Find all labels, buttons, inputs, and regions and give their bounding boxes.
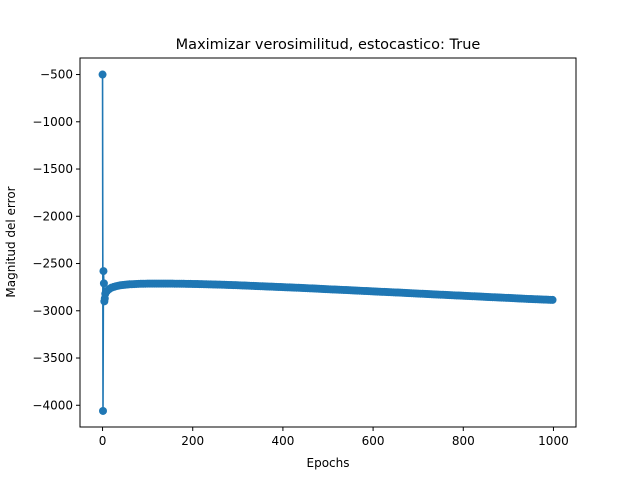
y-tick-label: −2000 (32, 209, 73, 223)
series-layer (98, 70, 557, 415)
x-tick-label: 800 (452, 434, 475, 448)
y-axis: −500 −1000 −1500 −2000 −2500 −3000 −3500 −4000 (32, 68, 80, 412)
y-tick-label: −1500 (32, 162, 73, 176)
chart-title: Maximizar verosimilitud, estocastico: Tr… (176, 37, 481, 53)
y-tick-label: −500 (40, 68, 73, 82)
x-axis: 0 200 400 600 800 1000 (99, 427, 569, 448)
x-axis-label: Epochs (307, 456, 350, 470)
data-point (98, 70, 107, 79)
x-tick-label: 200 (181, 434, 204, 448)
y-tick-label: −4000 (32, 398, 73, 412)
y-axis-label: Magnitud del error (4, 186, 18, 297)
y-tick-label: −3500 (32, 351, 73, 365)
data-point (99, 279, 108, 288)
data-point (99, 267, 108, 276)
x-tick-label: 400 (271, 434, 294, 448)
x-tick-label: 1000 (538, 434, 569, 448)
axes-frame (79, 57, 577, 428)
y-tick-label: −3000 (32, 304, 73, 318)
x-tick-label: 0 (99, 434, 107, 448)
x-tick-label: 600 (362, 434, 385, 448)
data-point (548, 295, 557, 304)
data-point (99, 406, 107, 415)
plot-area (79, 57, 577, 428)
y-tick-label: −1000 (32, 115, 73, 129)
y-tick-label: −2500 (32, 257, 73, 271)
